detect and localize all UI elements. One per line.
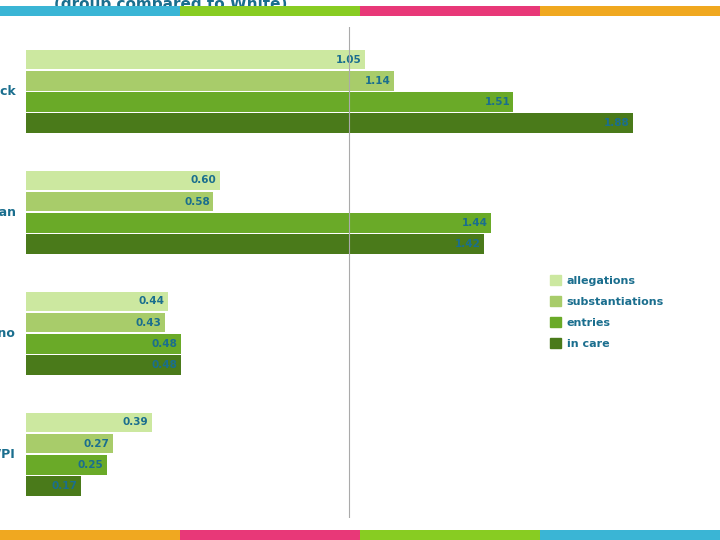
Bar: [26, 171, 220, 190]
Text: 1.44: 1.44: [462, 218, 487, 228]
Bar: [26, 71, 394, 91]
Text: 0.48: 0.48: [152, 360, 178, 370]
Bar: [26, 413, 152, 432]
Text: 0.25: 0.25: [78, 460, 103, 470]
Bar: [26, 355, 181, 375]
Bar: [26, 113, 633, 133]
Bar: [26, 434, 113, 454]
Text: 0.43: 0.43: [135, 318, 161, 328]
Text: 0.58: 0.58: [184, 197, 210, 207]
Text: Asian/PI: Asian/PI: [0, 448, 16, 461]
Text: 0.17: 0.17: [52, 481, 78, 491]
Text: 1.88: 1.88: [604, 118, 629, 128]
Text: 0.27: 0.27: [84, 438, 109, 449]
Text: 1.42: 1.42: [455, 239, 481, 249]
Bar: [26, 234, 485, 254]
Text: 1.51: 1.51: [485, 97, 510, 107]
Text: 0.48: 0.48: [152, 339, 178, 349]
Legend: allegations, substantiations, entries, in care: allegations, substantiations, entries, i…: [546, 271, 668, 353]
Bar: [26, 292, 168, 311]
Bar: [26, 476, 81, 496]
Bar: [26, 50, 365, 69]
Text: Population in Poverty Racial Disparity Indices
Los Angeles County: 2018
(group c: Population in Poverty Racial Disparity I…: [0, 0, 367, 12]
Text: Native American: Native American: [0, 206, 16, 219]
Text: Black: Black: [0, 85, 16, 98]
Text: Latino: Latino: [0, 327, 16, 340]
Bar: [26, 213, 491, 233]
Bar: [26, 313, 165, 333]
Bar: [26, 334, 181, 354]
Text: 0.60: 0.60: [191, 176, 216, 185]
Bar: [26, 92, 513, 112]
Bar: [26, 455, 107, 475]
Text: 1.05: 1.05: [336, 55, 361, 64]
Bar: [26, 192, 213, 212]
Text: 0.39: 0.39: [123, 417, 148, 427]
Text: 0.44: 0.44: [139, 296, 165, 306]
Text: 1.14: 1.14: [365, 76, 391, 86]
